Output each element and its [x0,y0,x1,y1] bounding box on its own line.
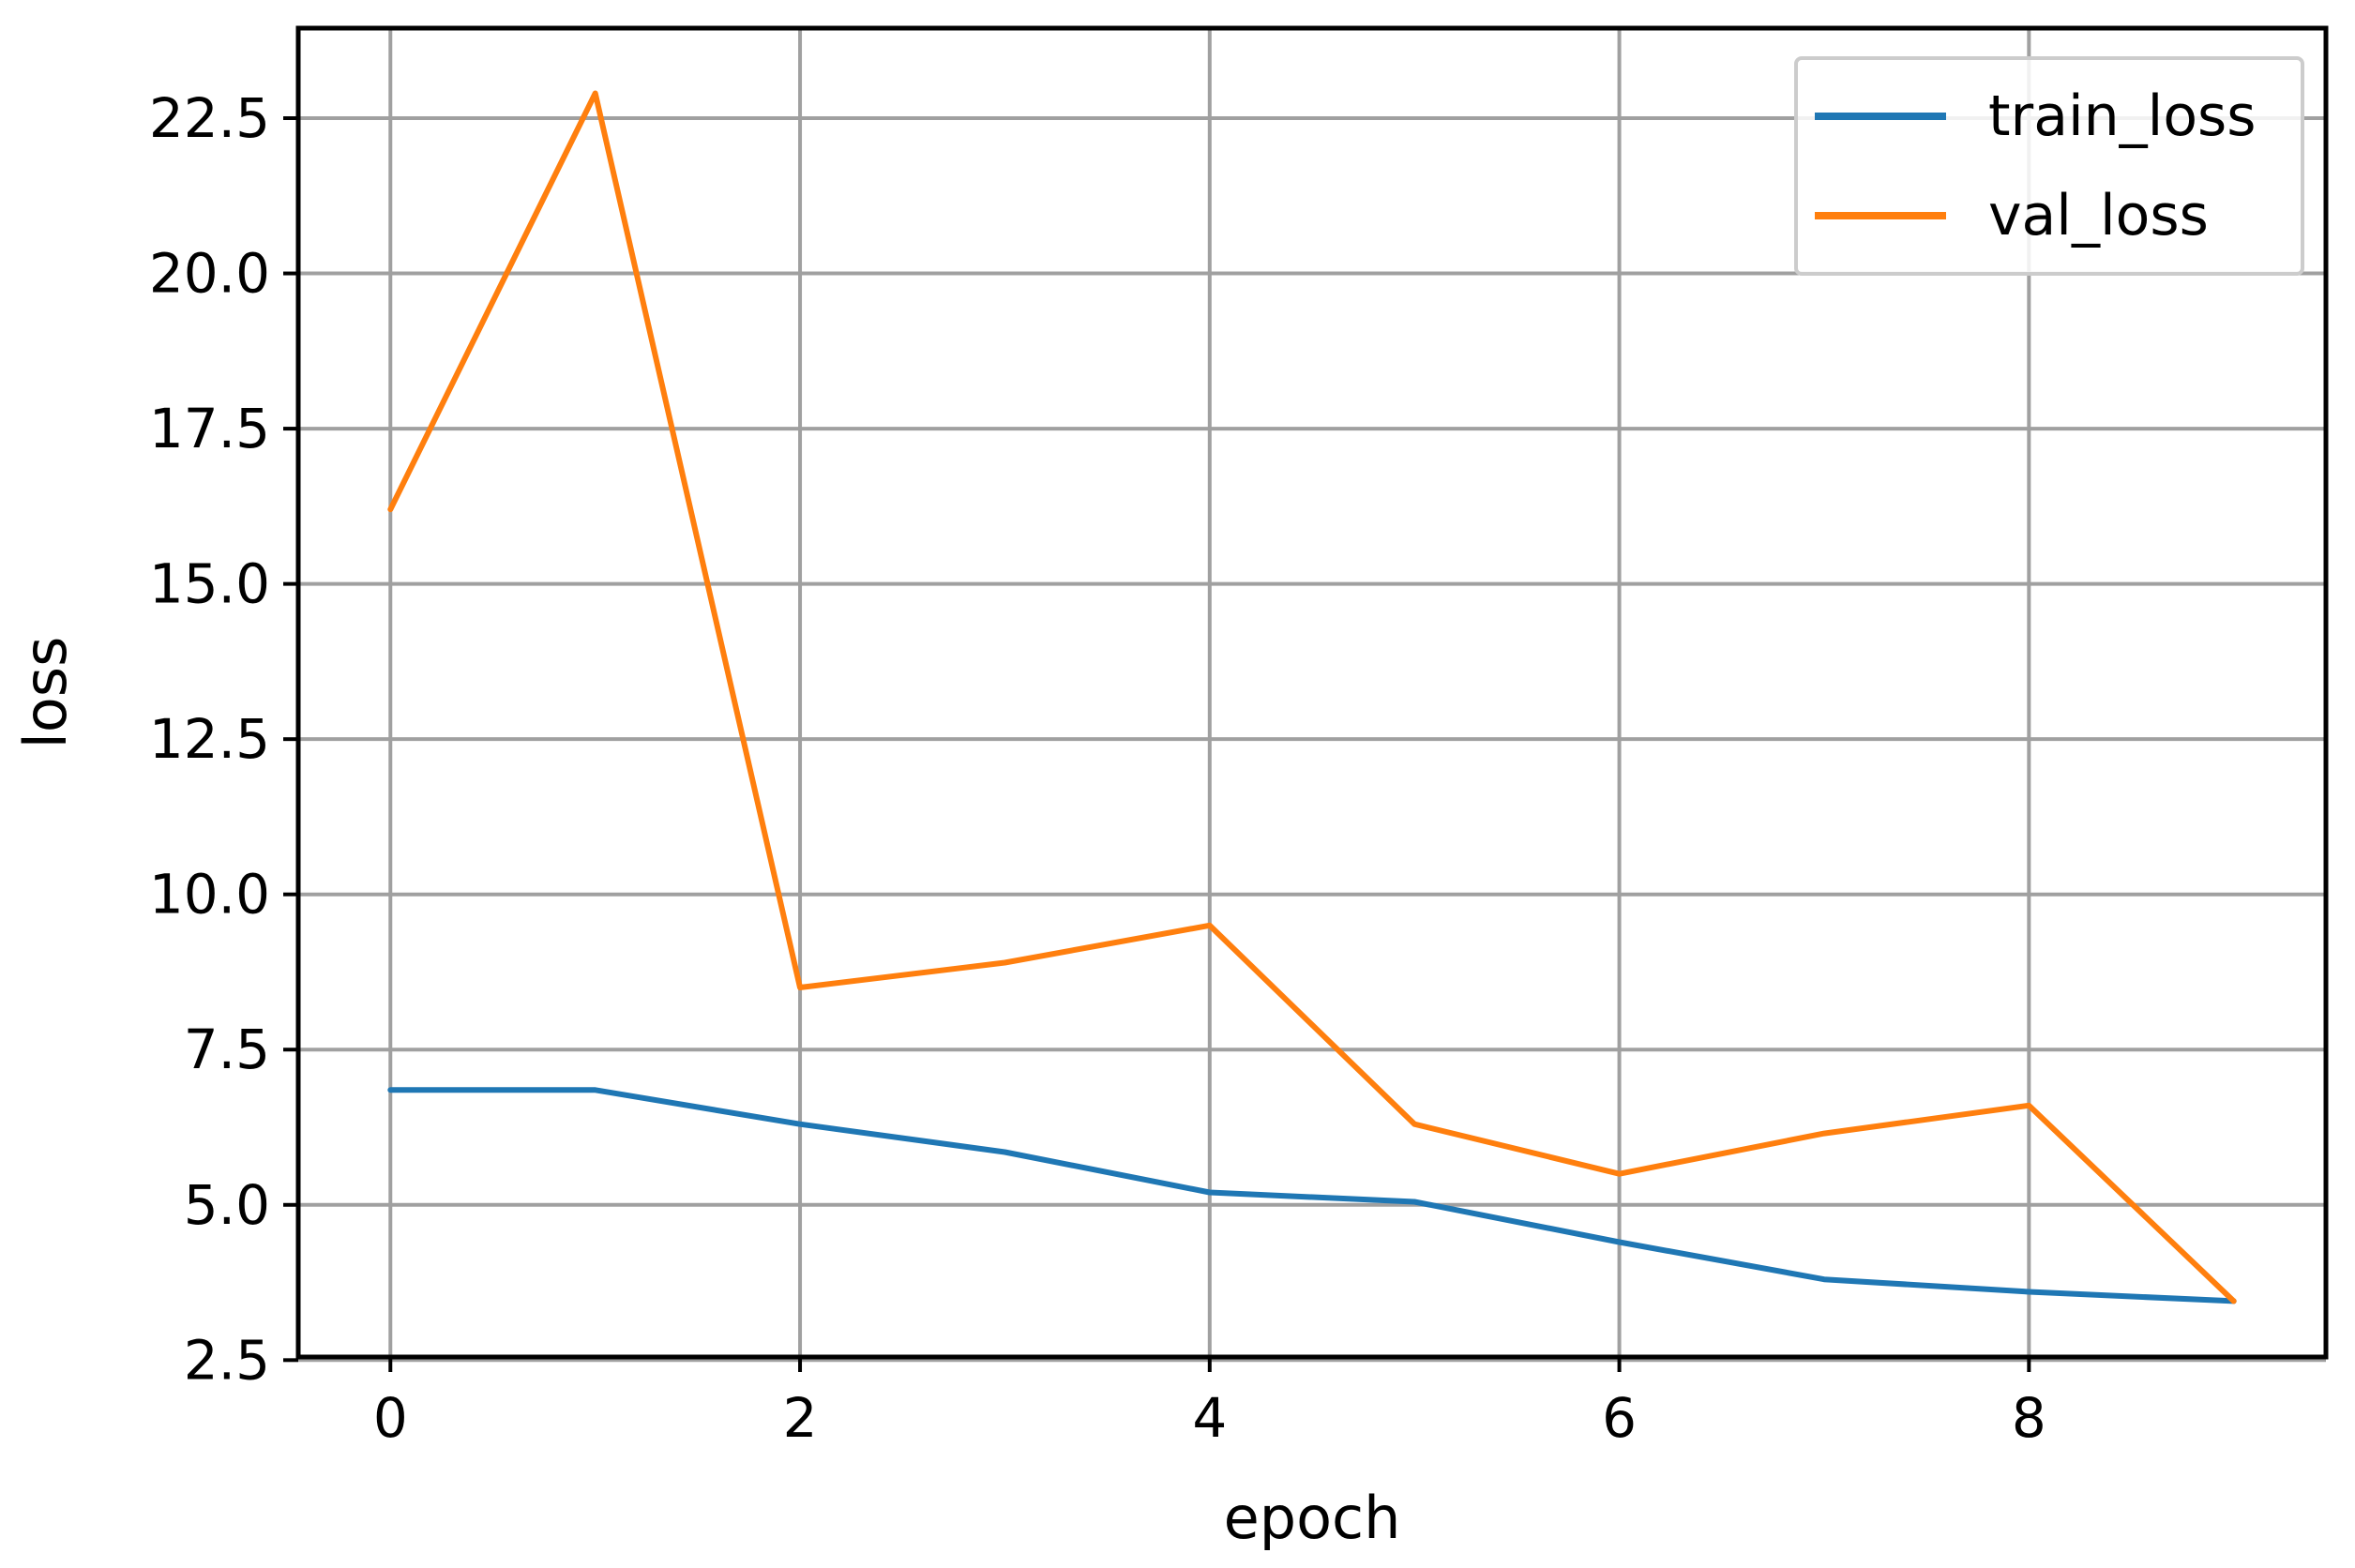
y-tick-label: 10.0 [149,863,270,927]
y-tick-label: 15.0 [149,552,270,616]
legend-label-train-loss: train_loss [1988,83,2257,149]
y-tick-label: 22.5 [149,86,270,150]
x-tick-label: 8 [2012,1386,2046,1450]
legend-label-val-loss: val_loss [1988,183,2209,249]
y-tick-label: 2.5 [184,1328,270,1392]
x-tick-label: 6 [1602,1386,1637,1450]
series-line-train-loss [387,1087,2237,1304]
y-tick-label: 5.0 [184,1173,270,1237]
grid [298,28,2326,1363]
x-tick-label: 0 [373,1386,408,1450]
y-tick-label: 20.0 [149,242,270,306]
series-lines [387,90,2237,1304]
y-tick-label: 17.5 [149,397,270,460]
legend: train_loss val_loss [1794,56,2304,276]
x-tick-label: 4 [1192,1386,1227,1450]
x-tick-label: 2 [783,1386,818,1450]
y-tick-label: 7.5 [184,1018,270,1081]
plot-frame [295,25,2329,1360]
y-axis-label: loss [11,637,80,749]
series-line-val-loss [387,90,2237,1304]
x-axis-label: epoch [1224,1484,1401,1552]
y-tick-label: 12.5 [149,707,270,771]
legend-box [1794,56,2304,276]
ticks: 0 2 4 6 8 2.5 5.0 7.5 10.0 12.5 15.0 17.5 20.0 22.5 [149,86,2046,1450]
